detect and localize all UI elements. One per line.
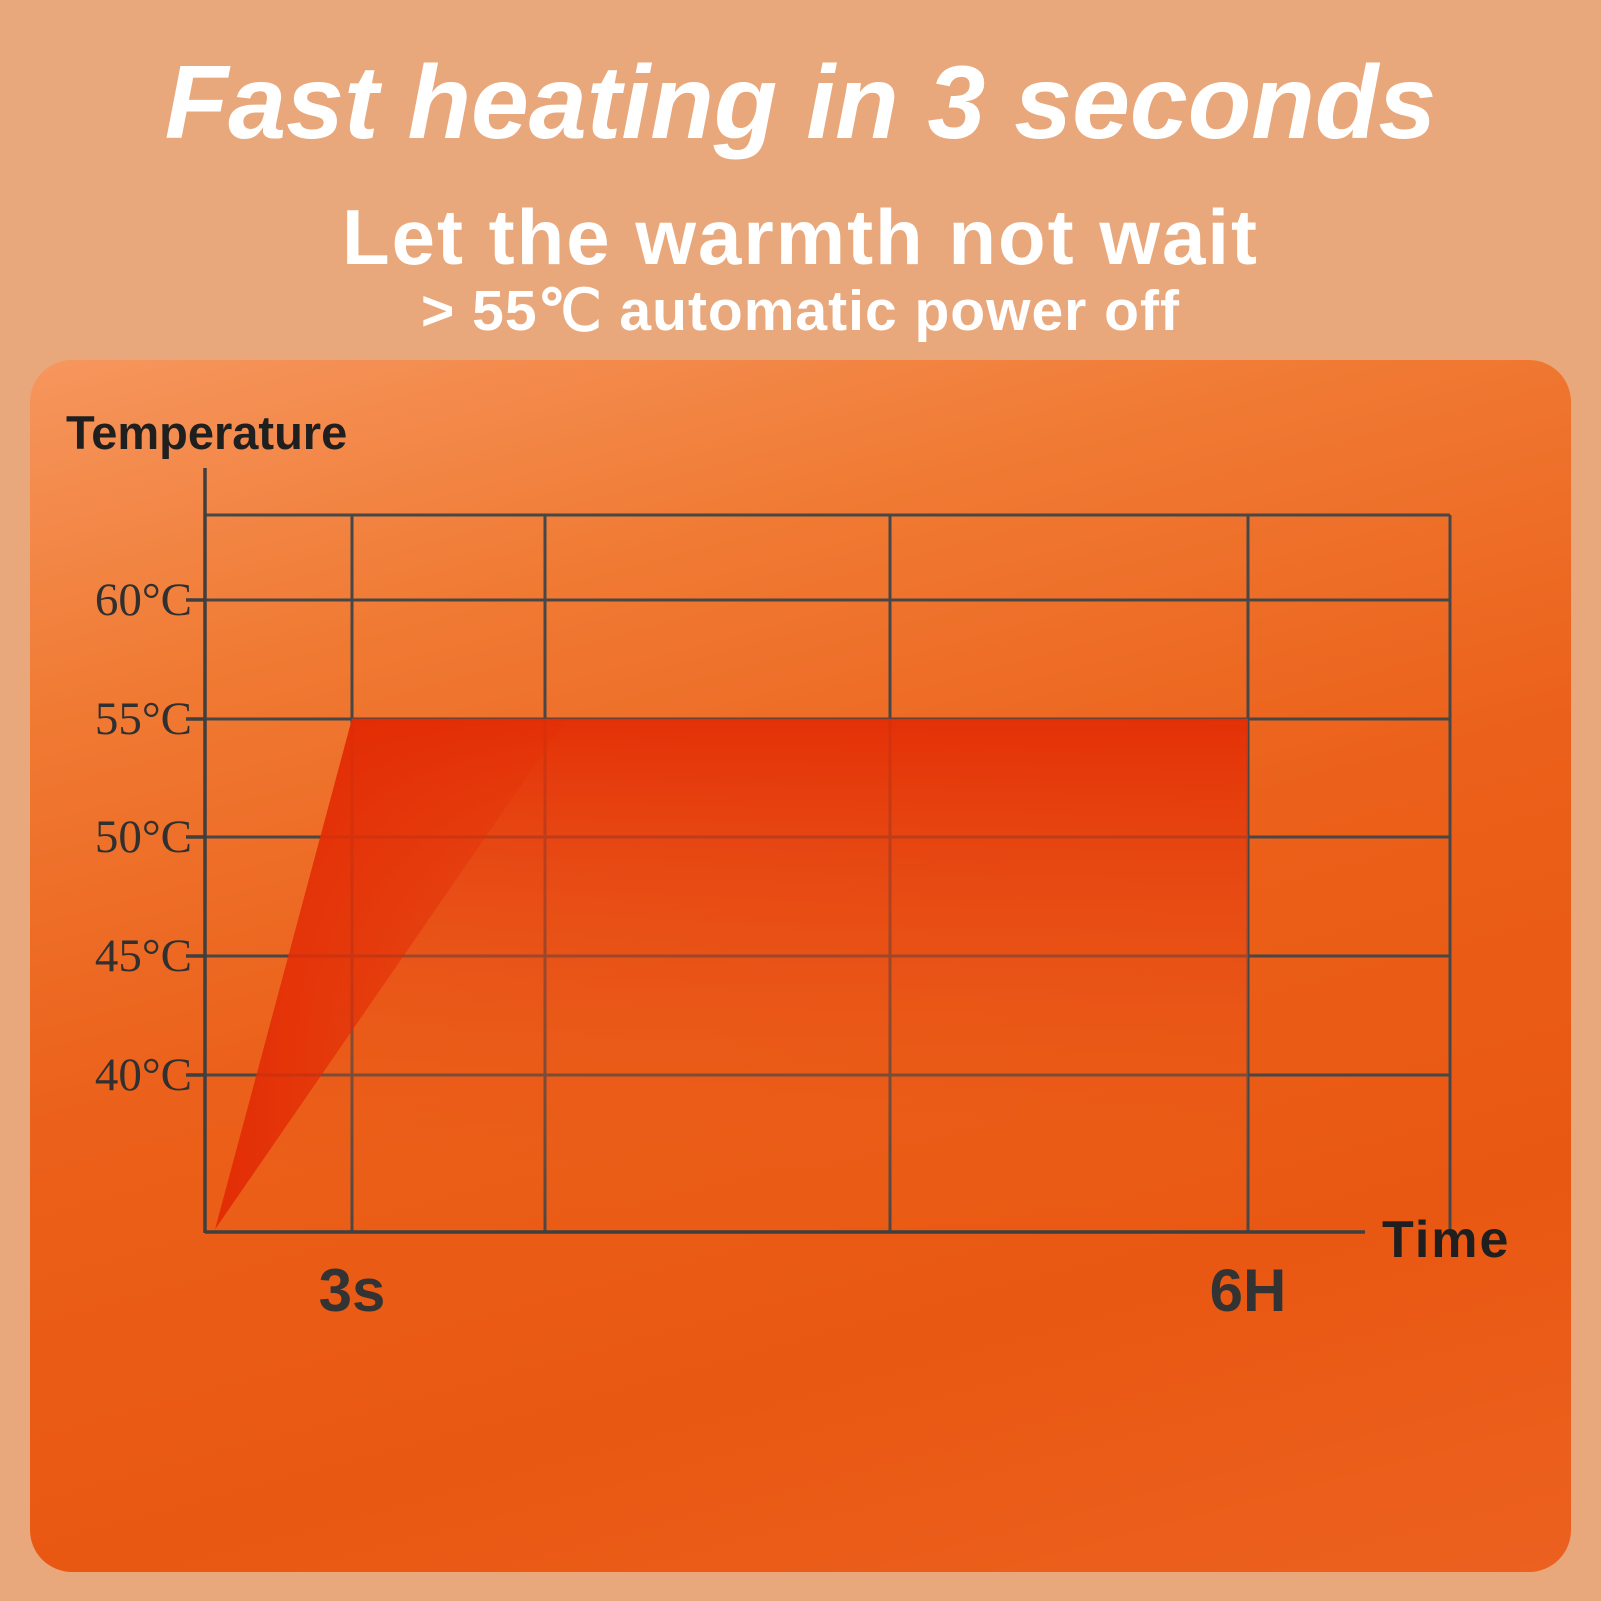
y-tick-45c: 45°C [94,930,192,982]
y-tick-40c: 40°C [94,1049,192,1101]
y-axis-title: Temperature [66,406,348,459]
y-tick-55c: 55°C [94,693,192,745]
y-tick-50c: 50°C [94,811,192,863]
subtitle: Let the warmth not wait [341,193,1260,281]
auto-power-off-note: > 55℃ automatic power off [421,279,1180,343]
x-axis-title: Time [1382,1211,1511,1269]
x-tick-6h: 6H [1209,1257,1287,1324]
main-title: Fast heating in 3 seconds [164,45,1437,161]
y-tick-60c: 60°C [94,574,192,626]
chart-panel [30,360,1571,1572]
x-tick-3s: 3s [318,1257,386,1324]
